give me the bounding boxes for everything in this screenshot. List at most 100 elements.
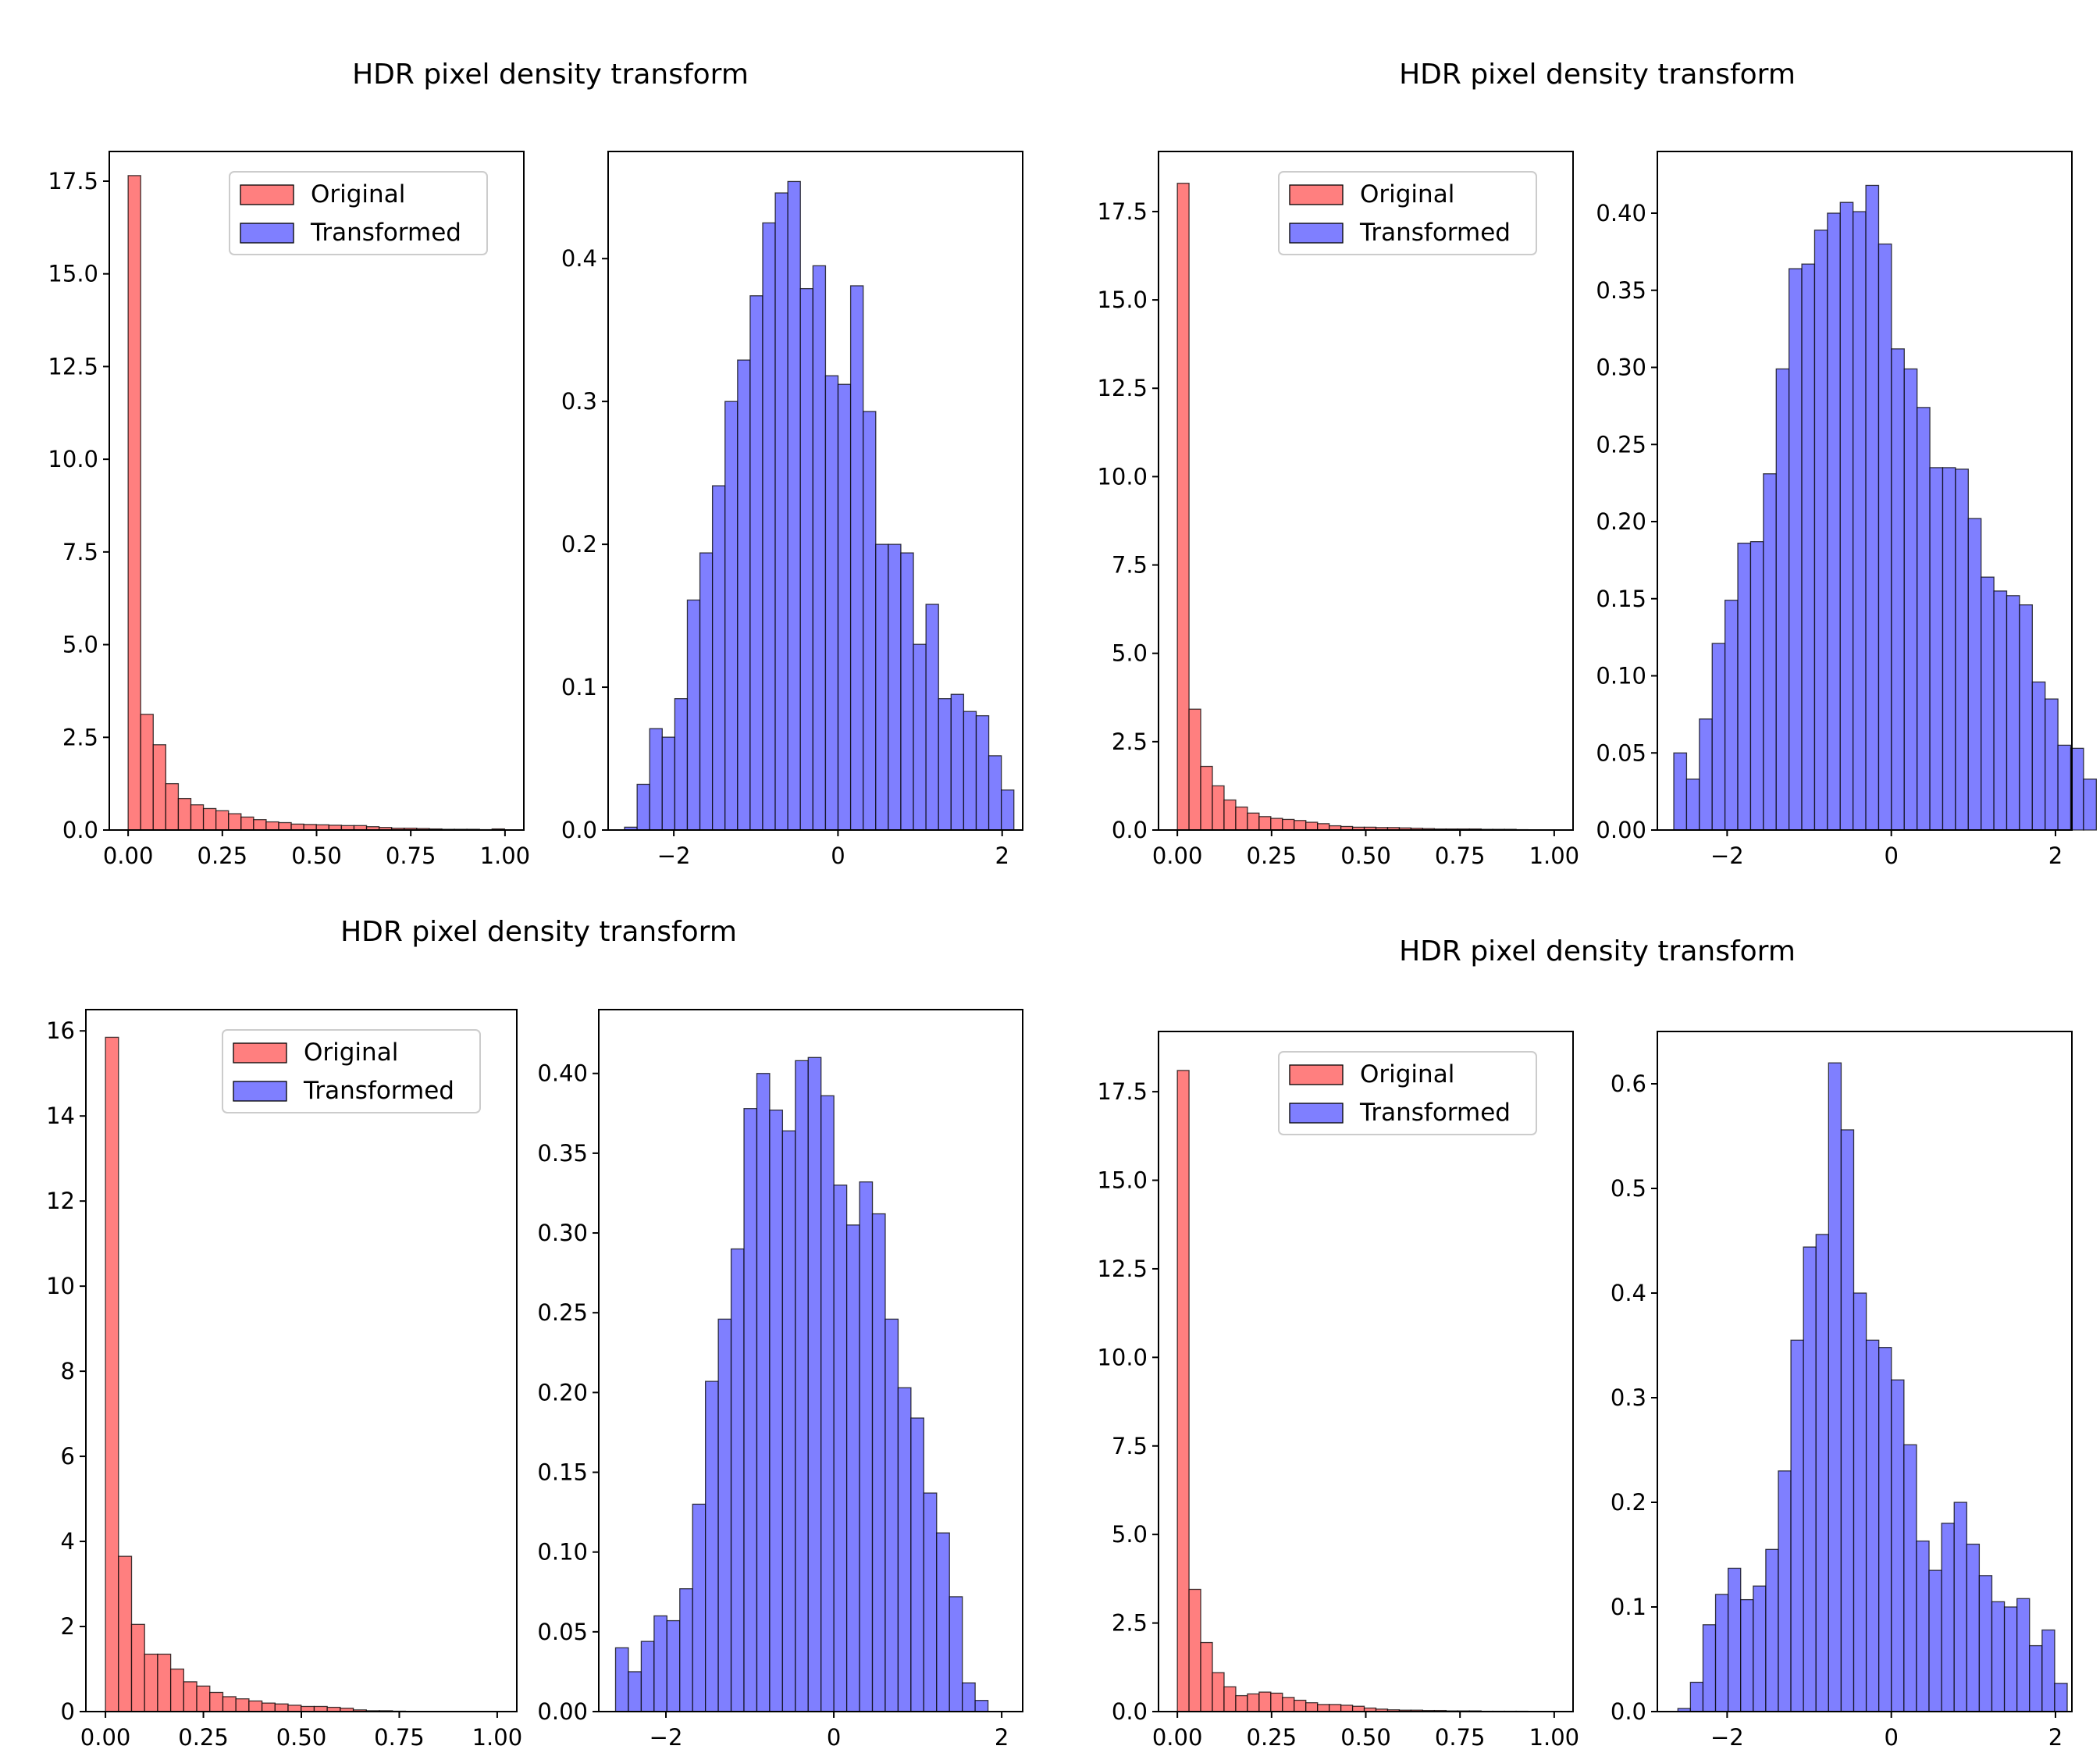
figure-title-top-left: HDR pixel density transform bbox=[352, 59, 749, 91]
x-tick-label: 0.50 bbox=[276, 1724, 327, 1751]
histogram-bar bbox=[1891, 348, 1905, 831]
x-tick-label: 1.00 bbox=[472, 1724, 523, 1751]
histogram-bar bbox=[253, 819, 267, 831]
y-tick-label: 0.5 bbox=[1611, 1175, 1646, 1202]
histogram-bar bbox=[756, 1073, 771, 1712]
x-tick-label: 2 bbox=[995, 1724, 1009, 1751]
legend-swatch-original bbox=[233, 1042, 287, 1063]
y-tick-label: 0.4 bbox=[561, 245, 597, 272]
axes-transformed-0: −2 0 2 0.0 0.1 0.2 0.3 0.4 bbox=[561, 151, 1023, 869]
histogram-bar bbox=[1294, 820, 1307, 831]
x-tick-label: 0.50 bbox=[291, 843, 342, 869]
histogram-bar bbox=[290, 823, 304, 831]
histogram-bar bbox=[963, 711, 977, 831]
x-tick-label: 0 bbox=[1884, 1724, 1898, 1751]
histogram-bar bbox=[1727, 1567, 1742, 1712]
histogram-bar bbox=[1685, 778, 1700, 831]
histogram-bar bbox=[1714, 1594, 1729, 1712]
histogram-bar bbox=[1839, 201, 1854, 831]
histogram-bar bbox=[274, 1703, 289, 1712]
histogram-bar bbox=[649, 728, 663, 831]
y-tick-label: 5.0 bbox=[1112, 1521, 1148, 1548]
histogram-bar bbox=[859, 1181, 874, 1712]
histogram-bar bbox=[2045, 698, 2059, 831]
histogram-bar bbox=[743, 1108, 758, 1712]
y-tick-label: 0.15 bbox=[1596, 586, 1646, 612]
histogram-bar bbox=[177, 797, 192, 831]
legend-label-original: Original bbox=[311, 180, 405, 208]
histogram-bar bbox=[1294, 1699, 1307, 1712]
histogram-bar bbox=[1235, 1694, 1248, 1712]
histogram-bar bbox=[1188, 708, 1201, 831]
x-tick-label: 0.75 bbox=[386, 843, 436, 869]
histogram-bar bbox=[863, 411, 877, 831]
histogram-bar bbox=[1778, 1470, 1792, 1712]
histogram-bar bbox=[910, 1417, 924, 1712]
histogram-bar bbox=[692, 1503, 707, 1712]
histogram-bar bbox=[165, 782, 180, 831]
histogram-bar bbox=[1317, 1704, 1330, 1712]
histogram-bar bbox=[157, 1653, 172, 1712]
y-tick-label: 17.5 bbox=[48, 168, 98, 194]
histogram-bar bbox=[1953, 1502, 1967, 1712]
histogram-bar bbox=[1827, 212, 1841, 831]
histogram-bar bbox=[1305, 821, 1319, 831]
histogram-bar bbox=[1991, 1601, 2006, 1712]
histogram-bar bbox=[1235, 806, 1248, 831]
histogram-bar bbox=[950, 693, 965, 831]
x-tick-label: 0.00 bbox=[80, 1724, 131, 1751]
histogram-bar bbox=[833, 1185, 848, 1712]
y-tick-label: 0.3 bbox=[561, 388, 597, 415]
y-tick-label: 0.2 bbox=[561, 531, 597, 558]
histogram-bar bbox=[2057, 744, 2072, 831]
histogram-bar bbox=[988, 755, 1002, 831]
y-tick-label: 0.25 bbox=[537, 1299, 588, 1326]
y-tick-label: 12.5 bbox=[1097, 1256, 1148, 1282]
histogram-bar bbox=[628, 1671, 642, 1712]
legend-label-original: Original bbox=[1360, 180, 1454, 208]
y-tick-label: 0.1 bbox=[1611, 1594, 1646, 1620]
histogram-bar bbox=[807, 1056, 822, 1712]
y-tick-label: 0.25 bbox=[1596, 431, 1646, 458]
y-tick-label: 10 bbox=[46, 1273, 75, 1299]
histogram-bar bbox=[1689, 1681, 1704, 1712]
histogram-bar bbox=[737, 359, 751, 831]
histogram-bar bbox=[1212, 1672, 1225, 1712]
histogram-bar bbox=[144, 1653, 158, 1712]
histogram-bar bbox=[666, 1619, 681, 1712]
x-tick-label: 0.50 bbox=[1340, 843, 1391, 869]
y-tick-label: 12.5 bbox=[48, 353, 98, 379]
histogram-bar bbox=[762, 222, 776, 831]
y-tick-label: 10.0 bbox=[1097, 463, 1148, 490]
axes-frame bbox=[607, 151, 1023, 831]
histogram-bar bbox=[2083, 778, 2097, 831]
axes-frame bbox=[1657, 1031, 2073, 1712]
histogram-bar bbox=[1223, 799, 1237, 831]
histogram-bar bbox=[1247, 1693, 1260, 1712]
histogram-bar bbox=[1928, 1569, 1942, 1712]
histogram-bar bbox=[1673, 752, 1688, 831]
y-tick-label: 14 bbox=[46, 1103, 75, 1129]
y-tick-label: 0 bbox=[61, 1698, 75, 1725]
y-tick-label: 10.0 bbox=[1097, 1344, 1148, 1370]
y-tick-label: 10.0 bbox=[48, 446, 98, 472]
histogram-bar bbox=[1711, 643, 1726, 831]
histogram-bar bbox=[897, 1387, 912, 1712]
histogram-bar bbox=[884, 1318, 899, 1712]
x-tick-label: 0 bbox=[831, 843, 845, 869]
axes-transformed-2: −2 0 2 0.00 0.05 0.10 0.15 0.20 0.25 0.30 0.35 0.40 bbox=[537, 1009, 1023, 1751]
y-tick-label: 0.35 bbox=[1596, 277, 1646, 304]
x-tick-label: 0.25 bbox=[178, 1724, 229, 1751]
histogram-bar bbox=[1815, 1234, 1829, 1712]
histogram-bar bbox=[1329, 1704, 1342, 1712]
x-tick-label: 2 bbox=[2048, 1724, 2063, 1751]
histogram-bar bbox=[705, 1381, 719, 1712]
histogram-bar bbox=[849, 285, 864, 831]
histogram-bar bbox=[287, 1705, 302, 1712]
x-tick-label: −2 bbox=[1710, 843, 1744, 869]
histogram-bar bbox=[674, 698, 689, 831]
histogram-bar bbox=[1878, 243, 1892, 831]
histogram-bar bbox=[845, 1224, 860, 1712]
y-tick-label: 0.20 bbox=[537, 1379, 588, 1406]
